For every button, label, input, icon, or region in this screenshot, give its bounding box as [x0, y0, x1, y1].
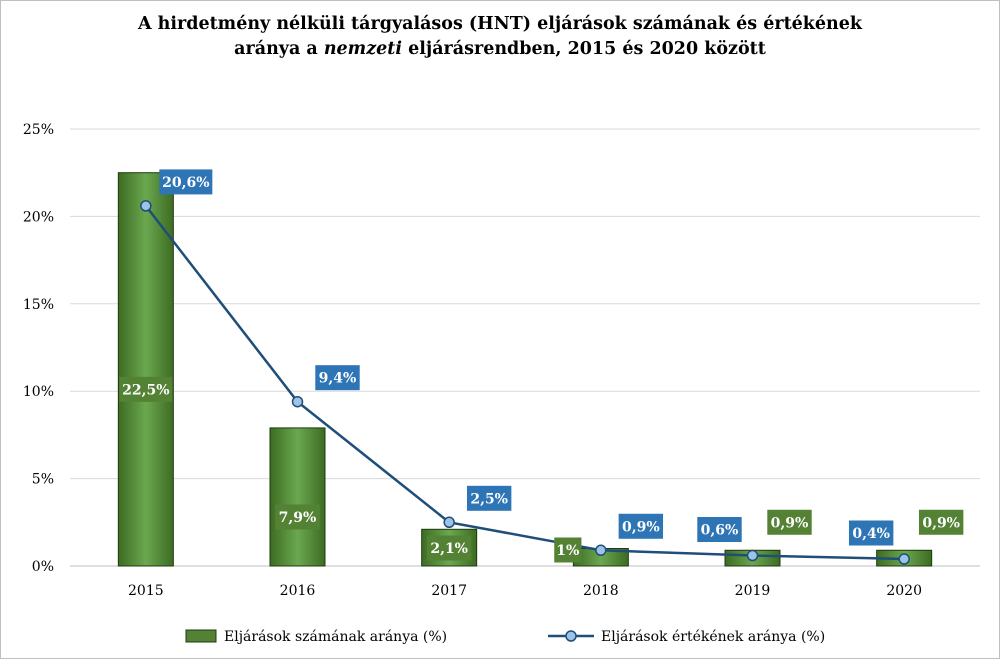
line-point	[443, 516, 455, 529]
y-tick-label: 10%	[23, 384, 54, 400]
y-axis: 0% 5% 10% 15% 20% 25%	[23, 122, 54, 575]
chart-title: A hirdetmény nélküli tárgyalásos (HNT) e…	[0, 12, 1000, 62]
x-tick-label: 2016	[280, 583, 316, 599]
x-tick-label: 2015	[128, 583, 164, 599]
chart-title-line-2: aránya a nemzeti eljárásrendben, 2015 és…	[0, 37, 1000, 62]
chart-title-part-2b: eljárásrendben, 2015 és 2020 között	[402, 39, 766, 59]
bar-data-label: 2,1%	[430, 541, 468, 557]
legend-line-marker	[565, 630, 577, 642]
legend-bar-swatch	[185, 629, 217, 643]
line-point	[898, 553, 910, 565]
chart-title-italic: nemzeti	[323, 39, 403, 59]
line-data-label-box	[159, 169, 213, 195]
bar-data-label: 0,9%	[922, 515, 960, 531]
bar-data-label: 7,9%	[279, 510, 317, 526]
line-point	[746, 549, 759, 562]
y-tick-label: 5%	[32, 472, 54, 488]
bar-data-label-box	[918, 509, 964, 535]
bar-data-label-box	[554, 537, 582, 563]
bar-data-label: 22,5%	[122, 382, 169, 398]
bar-data-label-box	[119, 376, 173, 402]
data-labels: 22,5% 7,9% 2,1% 1% 0,9% 0,9% 20,6% 9,4% 2,5% 0,9%…	[119, 169, 964, 563]
legend-line-label: Eljárások értékének aránya (%)	[601, 629, 825, 645]
y-tick-label: 0%	[32, 559, 54, 575]
line-data-label-box	[697, 517, 742, 543]
bar-data-label-box	[275, 504, 320, 530]
x-axis: 2015 2016 2017 2018 2019 2020	[128, 583, 922, 599]
line-series	[140, 200, 910, 565]
y-tick-label: 20%	[23, 209, 54, 225]
chart-title-part-2a: aránya a	[234, 39, 324, 59]
bar-data-label: 1%	[556, 543, 579, 559]
x-tick-label: 2020	[886, 583, 922, 599]
line-data-label-box	[466, 485, 512, 511]
line-data-label: 9,4%	[319, 371, 357, 387]
bar-data-label: 0,9%	[771, 515, 809, 531]
bar-data-label-box	[767, 509, 812, 535]
bar	[117, 172, 174, 567]
line-point	[291, 395, 304, 408]
bar-data-label-box	[426, 535, 472, 561]
line-data-label-box	[848, 520, 894, 546]
line-data-label: 0,4%	[852, 526, 890, 542]
line-data-label: 2,5%	[470, 491, 508, 507]
x-tick-label: 2019	[735, 583, 771, 599]
chart-title-line-1: A hirdetmény nélküli tárgyalásos (HNT) e…	[137, 14, 863, 34]
line-data-label: 20,6%	[162, 175, 209, 191]
line-point	[140, 200, 152, 212]
line-point	[595, 544, 607, 557]
x-tick-label: 2018	[583, 583, 619, 599]
gridlines	[70, 128, 980, 567]
line-data-label: 0,9%	[622, 519, 660, 535]
line-data-label: 0,6%	[701, 523, 739, 539]
legend-bar-label: Eljárások számának aránya (%)	[224, 629, 447, 645]
line-data-label-box	[315, 365, 360, 391]
legend: Eljárások számának aránya (%) Eljárások é…	[185, 629, 825, 645]
y-tick-label: 15%	[23, 297, 54, 313]
bar-series	[117, 172, 933, 567]
x-tick-label: 2017	[431, 583, 467, 599]
line-data-label-box	[618, 513, 664, 539]
bar	[269, 427, 326, 567]
y-tick-label: 25%	[23, 122, 54, 138]
series-line	[144, 205, 905, 561]
